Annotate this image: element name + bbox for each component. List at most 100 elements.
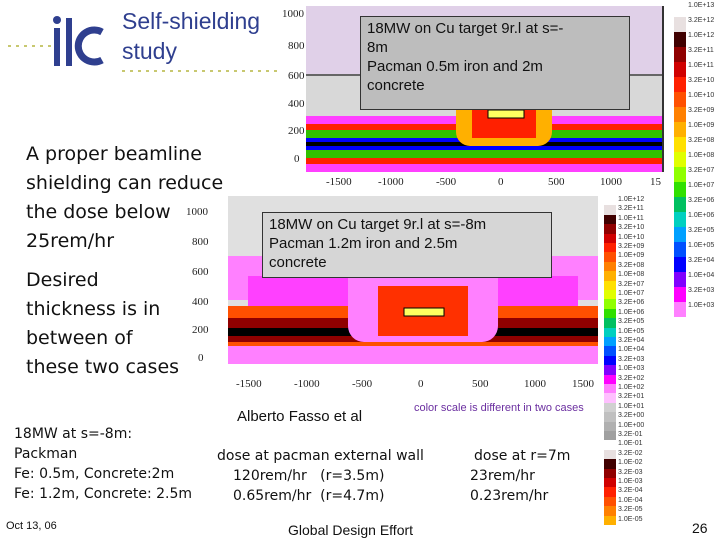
legend-label: 1.0E+08 <box>688 152 715 159</box>
legend-label: 3.2E+06 <box>618 299 645 307</box>
legend-swatch <box>604 496 616 507</box>
legend-label: 1.0E+02 <box>618 384 645 391</box>
legend-label: 1.0E+07 <box>688 182 715 189</box>
legend-swatch <box>604 384 616 394</box>
legend-swatch <box>674 167 686 182</box>
p1-xtick: 0 <box>498 176 504 188</box>
legend-swatch <box>604 308 616 319</box>
desired-line: between of <box>26 327 133 349</box>
dose-wall-header: dose at pacman external wall <box>217 448 424 464</box>
legend-label: 1.0E+09 <box>688 122 715 129</box>
legend-swatch <box>674 77 686 92</box>
p1-xtick: -1500 <box>326 176 352 188</box>
legend-swatch <box>604 459 616 469</box>
logo-dots-right <box>122 70 282 72</box>
legend-label: 1.0E+06 <box>618 308 645 316</box>
legend-swatch <box>604 468 616 478</box>
p1-xtick: -500 <box>436 176 457 188</box>
legend-swatch <box>674 152 686 167</box>
legend-swatch <box>674 17 686 32</box>
legend-label: 3.2E+08 <box>688 137 715 144</box>
legend-swatch <box>604 271 616 281</box>
intro-line: 25rem/hr <box>26 230 115 252</box>
dose-r7-row-2: 0.23rem/hr <box>470 488 549 504</box>
legend-swatch <box>604 252 616 262</box>
legend-swatch <box>674 62 686 77</box>
desired-line: Desired <box>26 269 99 291</box>
p2-xtick: 1000 <box>524 378 546 390</box>
p2-xtick: -1500 <box>236 378 262 390</box>
color-scale-note: color scale is different in two cases <box>414 402 584 414</box>
legend-label: 3.2E+09 <box>618 243 645 250</box>
dose-wall-row-2: 0.65rem/hr (r=4.7m) <box>233 488 385 504</box>
legend-swatch <box>604 224 616 234</box>
p1-ytick: 200 <box>288 125 305 137</box>
legend-swatch <box>674 287 686 302</box>
p1-xtick: -1000 <box>378 176 404 188</box>
legend-swatch <box>674 122 686 137</box>
legend-swatch <box>604 205 616 215</box>
legend-swatch <box>604 261 616 272</box>
legend-label: 1.0E+08 <box>618 271 645 279</box>
legend-label: 1.0E-05 <box>618 515 643 523</box>
intro-line: the dose below <box>26 201 171 223</box>
p2-ytick: 0 <box>198 352 204 364</box>
legend-label: 1.0E+13 <box>688 2 715 9</box>
legend-label: 3.2E+03 <box>618 355 645 363</box>
caption-line: Pacman 1.2m iron and 2.5m <box>269 235 458 252</box>
legend-swatch <box>674 197 686 212</box>
legend-swatch <box>674 107 686 122</box>
legend-label: 3.2E+10 <box>618 224 645 232</box>
legend-swatch <box>604 233 616 243</box>
logo-dots-left <box>8 45 52 47</box>
legend-label: 3.2E-02 <box>618 449 643 457</box>
legend-label: 1.0E+05 <box>688 242 715 249</box>
legend-label: 1.0E+11 <box>618 214 644 222</box>
legend-swatch <box>604 318 616 328</box>
legend-label: 1.0E-03 <box>618 478 643 485</box>
legend-swatch <box>604 402 616 413</box>
legend-swatch <box>674 257 686 272</box>
legend-swatch <box>674 32 686 47</box>
dose-r7-header: dose at r=7m <box>474 448 571 464</box>
legend-label: 3.2E+07 <box>618 280 645 288</box>
legend-swatch <box>674 92 686 107</box>
legend-label: 1.0E+03 <box>688 302 715 309</box>
legend-label: 3.2E+10 <box>688 77 715 84</box>
legend-label: 1.0E+12 <box>688 32 715 39</box>
params-line: Fe: 0.5m, Concrete:2m <box>14 466 175 482</box>
dose-wall-row-1: 120rem/hr (r=3.5m) <box>233 468 385 484</box>
legend-swatch <box>604 431 616 441</box>
params-line: Packman <box>14 446 78 462</box>
footer-date: Oct 13, 06 <box>6 520 57 532</box>
p2-ytick: 1000 <box>186 206 208 218</box>
legend-label: 3.2E+07 <box>688 167 715 174</box>
legend-label: 3.2E+05 <box>618 318 645 326</box>
legend-swatch <box>604 412 616 422</box>
title-line-1: Self-shielding <box>122 8 261 34</box>
legend-label: 1.0E-01 <box>618 440 643 448</box>
legend-label: 3.2E-04 <box>618 487 643 495</box>
legend-swatch <box>604 421 616 431</box>
legend-swatch <box>604 346 616 356</box>
legend-label: 3.2E+03 <box>688 287 715 294</box>
legend-label: 3.2E+11 <box>618 205 644 213</box>
p2-xtick: -1000 <box>294 378 320 390</box>
p1-xtick: 500 <box>548 176 565 188</box>
legend-label: 3.2E+00 <box>618 412 645 420</box>
intro-line: A proper beamline <box>26 143 202 165</box>
intro-line: shielding can reduce <box>26 172 224 194</box>
legend-swatch <box>674 227 686 242</box>
p2-ytick: 800 <box>192 236 209 248</box>
legend-label: 1.0E+01 <box>618 402 645 410</box>
legend-label: 3.2E+05 <box>688 227 715 234</box>
legend-label: 1.0E+04 <box>688 272 715 279</box>
legend-swatch <box>674 272 686 287</box>
legend-label: 3.2E-03 <box>618 468 643 476</box>
legend-swatch <box>604 487 616 497</box>
legend-swatch <box>674 47 686 62</box>
params-line: Fe: 1.2m, Concrete: 2.5m <box>14 486 193 502</box>
footer-title: Global Design Effort <box>288 522 414 538</box>
dose-r7-row-1: 23rem/hr <box>470 468 535 484</box>
legend-swatch <box>604 299 616 309</box>
